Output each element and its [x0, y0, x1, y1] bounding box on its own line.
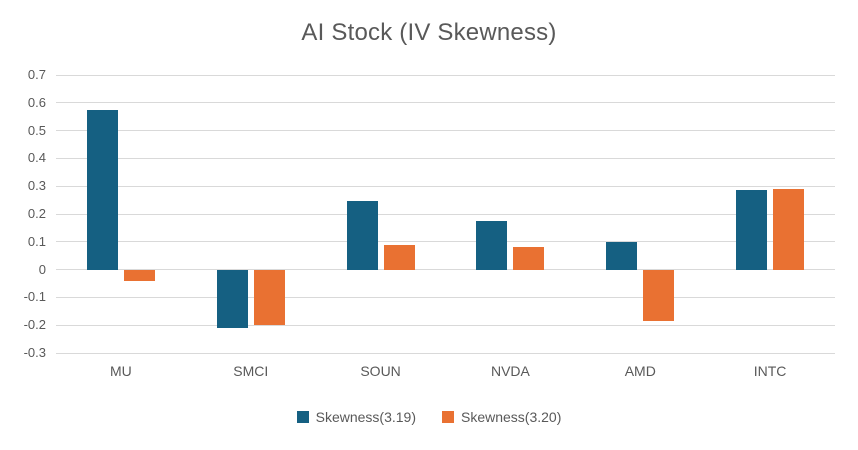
gridline — [56, 74, 835, 76]
x-axis-tick-label: AMD — [624, 363, 656, 379]
gridline — [56, 102, 835, 104]
y-axis-tick-label: 0.1 — [27, 233, 46, 249]
bar-amd-series1[interactable] — [606, 241, 638, 270]
y-axis-tick-label: 0.4 — [27, 150, 46, 166]
x-axis-tick-label: SMCI — [233, 363, 269, 379]
gridline — [56, 185, 835, 187]
x-axis-tick-label: INTC — [753, 363, 787, 379]
y-axis-tick-label: -0.2 — [23, 317, 46, 333]
y-axis-tick-label: 0.5 — [27, 122, 46, 138]
x-axis-tick-label: MU — [110, 363, 132, 379]
legend-item-series1[interactable]: Skewness(3.19) — [296, 409, 416, 425]
legend-swatch-icon — [442, 411, 454, 423]
y-axis-tick-label: 0.3 — [27, 178, 46, 194]
x-axis-tick-label: SOUN — [360, 363, 401, 379]
bar-nvda-series2[interactable] — [513, 247, 545, 270]
y-axis-tick-label: 0 — [38, 261, 46, 277]
chart-title: AI Stock (IV Skewness) — [301, 19, 557, 46]
gridline — [56, 324, 835, 326]
legend-swatch-icon — [296, 411, 309, 423]
y-axis-tick-label: 0.7 — [27, 67, 46, 82]
gridline — [56, 157, 835, 159]
bar-mu-series2[interactable] — [123, 269, 155, 281]
bar-soun-series1[interactable] — [346, 201, 378, 270]
x-axis-tick-label: NVDA — [490, 363, 530, 379]
gridline — [56, 296, 835, 298]
legend-label: Skewness(3.19) — [315, 409, 416, 425]
gridline — [56, 130, 835, 132]
y-axis-tick-label: -0.3 — [23, 345, 46, 360]
y-axis-tick-label: 0.6 — [27, 94, 46, 110]
legend-item-series2[interactable]: Skewness(3.20) — [442, 409, 561, 425]
bar-nvda-series1[interactable] — [476, 220, 508, 270]
bar-smci-series1[interactable] — [216, 269, 248, 328]
gridline — [56, 213, 835, 215]
y-axis-tick-label: -0.1 — [23, 289, 46, 305]
gridline — [56, 241, 835, 243]
bar-mu-series1[interactable] — [86, 109, 118, 270]
bar-intc-series2[interactable] — [773, 188, 805, 270]
chart-legend: Skewness(3.19) Skewness(3.20) — [0, 409, 858, 425]
bar-smci-series2[interactable] — [253, 269, 285, 326]
bar-intc-series1[interactable] — [736, 190, 768, 270]
gridline — [56, 269, 835, 271]
y-axis-tick-label: 0.2 — [27, 206, 46, 221]
gridline — [56, 352, 835, 354]
bar-soun-series2[interactable] — [383, 244, 415, 270]
bar-amd-series2[interactable] — [643, 269, 675, 322]
legend-label: Skewness(3.20) — [461, 409, 562, 425]
